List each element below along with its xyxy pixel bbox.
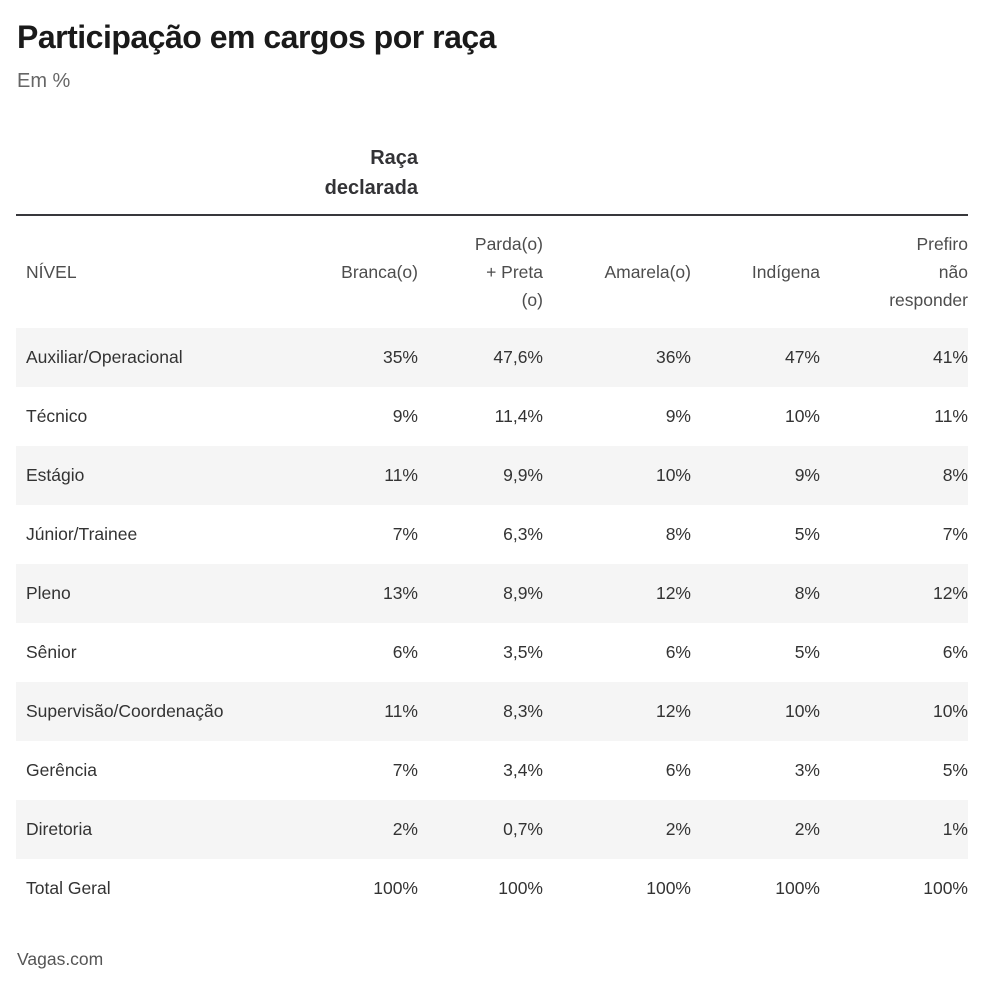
cell: 7% bbox=[392, 760, 418, 780]
page-title: Participação em cargos por raça bbox=[17, 19, 496, 55]
cell: 5% bbox=[942, 760, 968, 780]
cell: 9% bbox=[392, 406, 418, 426]
column-header-parda-preta: Parda(o) + Preta (o) bbox=[474, 234, 543, 310]
cell: 100% bbox=[923, 878, 968, 898]
table-header-row: NÍVEL Branca(o) Parda(o) + Preta (o) Ama… bbox=[16, 216, 968, 328]
cell: 47% bbox=[784, 347, 820, 367]
cell: 12% bbox=[932, 583, 968, 603]
cell: 36% bbox=[655, 347, 691, 367]
row-label: Auxiliar/Operacional bbox=[26, 347, 183, 367]
cell: 6% bbox=[392, 642, 418, 662]
cell: 5% bbox=[794, 524, 820, 544]
row-label: Diretoria bbox=[26, 819, 93, 839]
cell: 1% bbox=[942, 819, 968, 839]
row-label: Gerência bbox=[26, 760, 98, 780]
cell: 3% bbox=[794, 760, 820, 780]
row-label: Estágio bbox=[26, 465, 85, 485]
cell: 100% bbox=[373, 878, 418, 898]
cell: 6% bbox=[665, 642, 691, 662]
cell: 9% bbox=[794, 465, 820, 485]
cell: 12% bbox=[655, 583, 691, 603]
table-row: Pleno 13% 8,9% 12% 8% 12% bbox=[16, 564, 968, 623]
row-label: Sênior bbox=[26, 642, 77, 662]
cell: 2% bbox=[794, 819, 820, 839]
table-row: Técnico 9% 11,4% 9% 10% 11% bbox=[16, 387, 968, 446]
table-row: Diretoria 2% 0,7% 2% 2% 1% bbox=[16, 800, 968, 859]
table-row: Estágio 11% 9,9% 10% 9% 8% bbox=[16, 446, 968, 505]
cell: 10% bbox=[932, 701, 968, 721]
row-label: Pleno bbox=[26, 583, 71, 603]
table-row: Supervisão/Coordenação 11% 8,3% 12% 10% … bbox=[16, 682, 968, 741]
column-header-amarela: Amarela(o) bbox=[604, 262, 691, 282]
cell: 8,3% bbox=[503, 701, 543, 721]
cell: 10% bbox=[784, 406, 820, 426]
cell: 100% bbox=[775, 878, 820, 898]
column-header-indigena: Indígena bbox=[751, 262, 820, 282]
table-row: Sênior 6% 3,5% 6% 5% 6% bbox=[16, 623, 968, 682]
cell: 35% bbox=[382, 347, 418, 367]
table-row: Auxiliar/Operacional 35% 47,6% 36% 47% 4… bbox=[16, 328, 968, 387]
cell: 11% bbox=[934, 406, 968, 426]
cell: 6% bbox=[942, 642, 968, 662]
row-label: Total Geral bbox=[26, 878, 111, 898]
cell: 3,4% bbox=[503, 760, 543, 780]
cell: 100% bbox=[646, 878, 691, 898]
cell: 2% bbox=[665, 819, 691, 839]
cell: 41% bbox=[932, 347, 968, 367]
cell: 12% bbox=[655, 701, 691, 721]
cell: 3,5% bbox=[503, 642, 543, 662]
cell: 9% bbox=[665, 406, 691, 426]
table-row: Total Geral 100% 100% 100% 100% 100% bbox=[16, 859, 968, 918]
cell: 0,7% bbox=[503, 819, 543, 839]
cell: 6,3% bbox=[503, 524, 543, 544]
cell: 5% bbox=[794, 642, 820, 662]
row-label: Júnior/Trainee bbox=[26, 524, 138, 544]
cell: 11% bbox=[384, 701, 418, 721]
cell: 9,9% bbox=[503, 465, 543, 485]
cell: 7% bbox=[942, 524, 968, 544]
cell: 100% bbox=[498, 878, 543, 898]
cell: 13% bbox=[382, 583, 418, 603]
chart-subtitle: Em % bbox=[17, 70, 71, 92]
cell: 47,6% bbox=[493, 347, 543, 367]
column-group-header: Raça declarada bbox=[324, 147, 418, 199]
column-header-nivel: NÍVEL bbox=[26, 262, 77, 282]
cell: 10% bbox=[655, 465, 691, 485]
cell: 8% bbox=[794, 583, 820, 603]
cell: 10% bbox=[784, 701, 820, 721]
cell: 7% bbox=[392, 524, 418, 544]
cell: 11% bbox=[384, 465, 418, 485]
table-row: Júnior/Trainee 7% 6,3% 8% 5% 7% bbox=[16, 505, 968, 564]
cell: 8% bbox=[665, 524, 691, 544]
header-divider bbox=[16, 214, 968, 216]
data-table: NÍVEL Branca(o) Parda(o) + Preta (o) Ama… bbox=[16, 216, 968, 918]
cell: 11,4% bbox=[494, 406, 543, 426]
column-header-branca: Branca(o) bbox=[341, 262, 418, 282]
table-row: Gerência 7% 3,4% 6% 3% 5% bbox=[16, 741, 968, 800]
row-label: Técnico bbox=[26, 406, 88, 426]
source-credit: Vagas.com bbox=[17, 949, 104, 969]
column-header-prefiro-nao-responder: Prefiro não responder bbox=[889, 234, 968, 310]
cell: 8,9% bbox=[503, 583, 543, 603]
row-label: Supervisão/Coordenação bbox=[26, 701, 224, 721]
cell: 6% bbox=[665, 760, 691, 780]
cell: 8% bbox=[942, 465, 968, 485]
cell: 2% bbox=[392, 819, 418, 839]
